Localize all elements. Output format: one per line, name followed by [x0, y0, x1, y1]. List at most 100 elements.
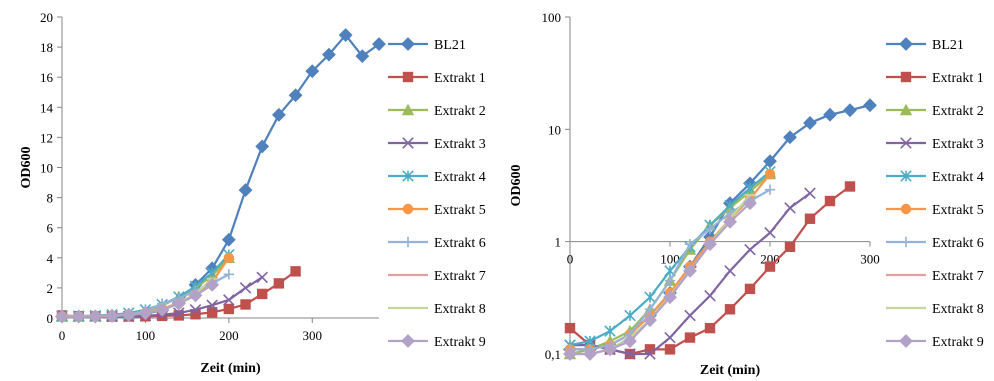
x-tick-label: 100: [660, 252, 680, 267]
data-point-extrakt-9: [105, 309, 119, 323]
data-point-extrakt-1: [273, 278, 285, 289]
legend-label: Extrakt 1: [932, 71, 984, 86]
data-point-extrakt-1: [724, 304, 736, 315]
legend-item-extrakt-5: Extrakt 5: [388, 203, 486, 218]
legend-label: BL21: [434, 38, 466, 53]
legend-label: Extrakt 7: [932, 269, 984, 284]
legend-item-extrakt-7: Extrakt 7: [388, 269, 486, 284]
x-axis-title: Zeit (min): [700, 363, 761, 378]
series-line-extrakt-9: [570, 202, 751, 356]
legend-item-extrakt-7: Extrakt 7: [886, 269, 984, 284]
data-point-bl21: [823, 107, 837, 122]
data-point-extrakt-9: [121, 308, 136, 322]
legend-item-extrakt-5: Extrakt 5: [886, 203, 984, 218]
legend-swatch-marker: [402, 236, 414, 248]
y-tick-label: 12: [40, 130, 53, 145]
data-point-extrakt-9: [643, 313, 657, 328]
series-extrakt-9: [563, 196, 757, 361]
data-point-extrakt-3: [223, 294, 235, 306]
data-point-extrakt-3: [664, 331, 676, 344]
data-point-extrakt-5: [223, 252, 235, 263]
data-point-extrakt-6: [684, 238, 696, 250]
y-axis-title: OD600: [509, 165, 524, 207]
data-point-extrakt-9: [138, 306, 153, 321]
data-point-extrakt-1: [804, 213, 816, 224]
data-point-extrakt-1: [664, 344, 676, 355]
legend-item-extrakt-4: Extrakt 4: [388, 170, 486, 185]
data-point-extrakt-1: [240, 299, 251, 310]
data-point-extrakt-9: [723, 214, 737, 229]
legend-label: Extrakt 4: [434, 170, 486, 185]
legend-item-extrakt-6: Extrakt 6: [388, 236, 486, 251]
series-line-extrakt-9: [62, 283, 213, 318]
x-tick-label: 300: [860, 252, 880, 267]
data-point-extrakt-1: [206, 307, 218, 318]
legend-swatch-marker: [401, 334, 415, 348]
y-tick-label: 0: [47, 311, 54, 326]
data-point-extrakt-3: [173, 307, 185, 319]
x-tick-label: 300: [303, 328, 323, 343]
data-point-extrakt-9: [563, 347, 577, 361]
data-point-extrakt-9: [205, 277, 220, 292]
y-tick-label: 4: [47, 251, 54, 266]
legend-item-extrakt-6: Extrakt 6: [886, 236, 984, 251]
legend-item-extrakt-1: Extrakt 1: [388, 71, 486, 86]
series-bl21: [563, 98, 877, 357]
data-point-bl21: [372, 37, 386, 51]
data-point-extrakt-9: [71, 309, 86, 324]
data-point-extrakt-4: [644, 291, 656, 304]
legend-swatch-marker: [900, 170, 912, 182]
data-point-bl21: [863, 98, 877, 113]
x-tick-label: 0: [567, 252, 574, 267]
data-point-extrakt-9: [663, 290, 677, 305]
data-point-extrakt-1: [173, 310, 184, 321]
data-point-extrakt-1: [644, 344, 656, 355]
legend-item-bl21: BL21: [388, 37, 466, 53]
legend-swatch-marker: [899, 334, 913, 348]
y-axis-title: OD600: [19, 147, 34, 189]
data-point-extrakt-9: [55, 309, 69, 324]
legend-swatch-marker: [900, 71, 912, 83]
y-tick-label: 20: [40, 10, 53, 25]
data-point-extrakt-5: [764, 168, 776, 180]
data-point-bl21: [783, 130, 797, 145]
data-point-extrakt-9: [188, 288, 203, 303]
data-point-bl21: [271, 107, 286, 122]
legend-item-extrakt-4: Extrakt 4: [886, 170, 984, 185]
data-point-extrakt-9: [171, 296, 186, 311]
legend-label: Extrakt 9: [932, 335, 984, 350]
legend-swatch-marker: [900, 137, 912, 149]
data-point-extrakt-3: [684, 309, 696, 322]
data-point-bl21: [322, 47, 336, 62]
data-point-extrakt-3: [764, 227, 776, 239]
data-point-bl21: [255, 139, 270, 154]
legend-label: Extrakt 8: [434, 302, 486, 317]
y-tick-label: 10: [40, 161, 53, 176]
data-point-bl21: [305, 64, 320, 79]
data-point-extrakt-3: [256, 271, 268, 284]
data-point-extrakt-3: [189, 303, 202, 316]
legend-swatch-marker: [900, 236, 912, 248]
data-point-extrakt-1: [764, 261, 776, 272]
legend-item-extrakt-3: Extrakt 3: [886, 137, 984, 152]
legend-item-extrakt-3: Extrakt 3: [388, 137, 486, 152]
data-point-extrakt-6: [223, 269, 235, 280]
legend-label: Extrakt 6: [932, 236, 984, 251]
data-point-extrakt-3: [206, 299, 218, 311]
y-tick-label: 1: [555, 235, 562, 250]
data-point-bl21: [355, 49, 370, 64]
legend-label: Extrakt 5: [434, 203, 486, 218]
data-point-extrakt-9: [155, 302, 170, 317]
x-tick-label: 200: [219, 328, 239, 343]
data-point-extrakt-1: [704, 322, 716, 334]
legend-label: Extrakt 4: [932, 170, 984, 185]
data-point-bl21: [238, 183, 253, 197]
data-point-extrakt-3: [784, 202, 796, 214]
y-tick-label: 16: [40, 70, 54, 85]
data-point-extrakt-1: [223, 303, 235, 315]
data-point-extrakt-3: [624, 348, 636, 360]
data-point-extrakt-1: [684, 332, 696, 343]
data-point-extrakt-1: [290, 266, 301, 277]
data-point-extrakt-3: [724, 265, 736, 277]
